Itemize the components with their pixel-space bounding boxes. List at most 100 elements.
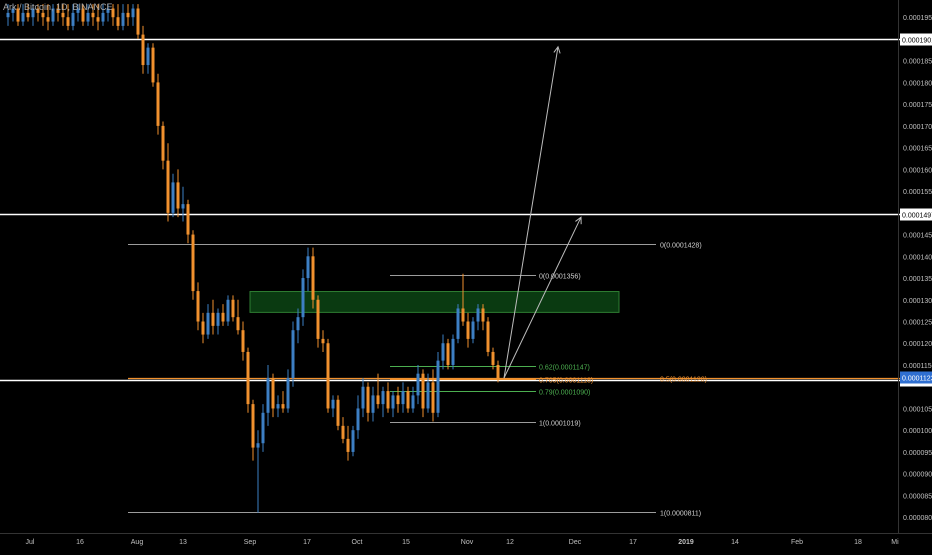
candle-body xyxy=(176,182,180,209)
candle-body xyxy=(436,360,440,413)
candle-body xyxy=(346,438,350,452)
candle-body xyxy=(286,378,290,409)
candle-body xyxy=(306,256,310,279)
candle-body xyxy=(56,8,60,13)
candle-body xyxy=(421,373,425,409)
candle-body xyxy=(86,12,90,22)
candle-body xyxy=(331,399,335,409)
level-price-label: 0.0001901 xyxy=(902,38,932,45)
time-axis[interactable]: Jul 16 Aug 13 Sep 17 Oct 15 Nov 12 Dec 17 2019 14 Feb 1… xyxy=(26,539,900,546)
candle-body xyxy=(401,391,405,405)
candle-body xyxy=(276,404,280,409)
fib-long-label: 1(0.0000811) xyxy=(660,511,701,518)
level-price-tag xyxy=(900,208,932,221)
candle-body xyxy=(426,382,430,409)
candle-body xyxy=(366,386,370,413)
candle-body xyxy=(291,330,295,379)
time-tick-label: Mi xyxy=(891,539,899,546)
candle-body xyxy=(311,256,315,300)
fib-short-label: 0.62(0.0001147) xyxy=(539,365,590,372)
candle-body xyxy=(106,8,110,13)
candle-body xyxy=(71,12,75,26)
candle-body xyxy=(251,404,255,448)
time-tick-label: 14 xyxy=(731,539,739,546)
candle-body xyxy=(191,234,195,292)
candle-body xyxy=(221,312,225,322)
candle-body xyxy=(266,378,270,413)
candle-body xyxy=(491,351,495,365)
resistance-zone-layer xyxy=(249,291,620,313)
fib-long-label: 0(0.0001428) xyxy=(660,243,702,250)
candle-body xyxy=(11,8,15,13)
candle-body xyxy=(31,8,35,18)
candle-body xyxy=(381,391,385,405)
candle-body xyxy=(6,12,10,18)
candle-body xyxy=(271,378,275,409)
candle-body xyxy=(486,321,490,352)
candle-body xyxy=(181,204,185,209)
candle-body xyxy=(126,12,130,18)
candle-body xyxy=(76,8,80,13)
projection-arrowhead xyxy=(575,216,582,225)
candle-body xyxy=(171,182,175,213)
candle-body xyxy=(456,308,460,339)
time-tick-label: 17 xyxy=(303,539,311,546)
candle-body xyxy=(16,8,20,22)
candle-body xyxy=(186,204,190,235)
candle-body xyxy=(156,82,160,126)
candle-body xyxy=(116,17,120,26)
time-tick-label: Dec xyxy=(569,539,582,546)
candle-body xyxy=(391,395,395,409)
candle-body xyxy=(351,430,355,452)
candle-body xyxy=(141,34,145,66)
candle-body xyxy=(21,12,25,22)
current-price-tag xyxy=(900,371,932,384)
candle-body xyxy=(281,404,285,409)
candle-body xyxy=(361,386,365,409)
candle-body xyxy=(206,312,210,335)
candle-body xyxy=(201,321,205,335)
candle-body xyxy=(61,12,65,18)
candle-body xyxy=(96,17,100,22)
candle-body xyxy=(356,408,360,431)
time-tick-label: 16 xyxy=(76,539,84,546)
candle-body xyxy=(296,317,300,331)
candle-body xyxy=(101,12,105,22)
candle-body xyxy=(336,399,340,426)
candle-body xyxy=(41,12,45,18)
current-price-label: 0.0001123 xyxy=(902,376,932,383)
fib-long-label: 0.5(0.0001120) xyxy=(660,377,707,384)
fib-short-label: 1(0.0001019) xyxy=(539,421,581,428)
time-tick-label: 18 xyxy=(854,539,862,546)
candle-body xyxy=(321,338,325,344)
candle-body xyxy=(166,160,170,213)
time-tick-label: 2019 xyxy=(678,539,694,546)
candle-body xyxy=(406,391,410,409)
candle-body xyxy=(51,8,55,22)
candle-body xyxy=(216,312,220,326)
candle-body xyxy=(441,343,445,361)
candle-body xyxy=(341,425,345,439)
time-tick-label: Oct xyxy=(352,539,363,546)
candle-body xyxy=(416,373,420,396)
projection-arrowhead xyxy=(553,45,561,54)
candle-body xyxy=(466,321,470,339)
candle-body xyxy=(471,321,475,339)
projection-arrow xyxy=(503,216,582,379)
time-tick-label: Aug xyxy=(131,539,144,546)
